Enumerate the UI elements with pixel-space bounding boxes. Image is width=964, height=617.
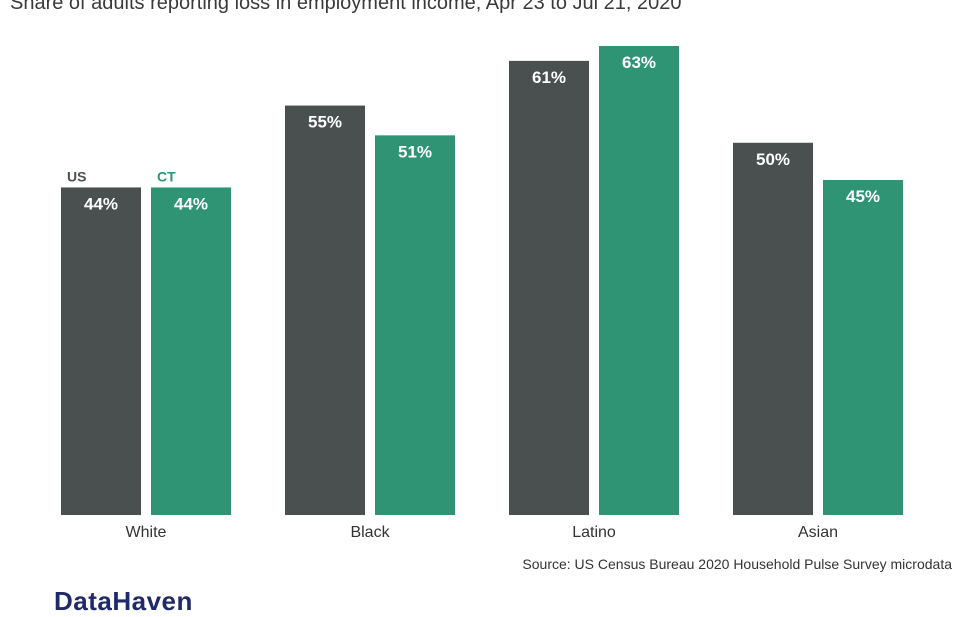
chart-subtitle: Share of adults reporting loss in employ… bbox=[10, 0, 682, 14]
source-note: Source: US Census Bureau 2020 Household … bbox=[522, 556, 952, 572]
value-label-ct-asian: 45% bbox=[846, 187, 880, 206]
value-label-us-asian: 50% bbox=[756, 150, 790, 169]
series-label-us: US bbox=[67, 168, 86, 184]
datahaven-logo: DataHaven bbox=[54, 586, 193, 616]
bar-us-white bbox=[61, 187, 141, 515]
category-label-black: Black bbox=[350, 524, 390, 541]
value-label-ct-black: 51% bbox=[398, 142, 432, 161]
category-label-asian: Asian bbox=[798, 524, 838, 541]
bar-chart: 44% US 44% CT White 55% 51% Black 61% 63% Latino 50… bbox=[61, 46, 903, 541]
bar-ct-asian bbox=[823, 180, 903, 515]
category-label-latino: Latino bbox=[572, 524, 616, 541]
bar-ct-black bbox=[375, 135, 455, 516]
value-label-us-white: 44% bbox=[84, 194, 118, 213]
value-label-ct-white: 44% bbox=[174, 194, 208, 213]
value-label-us-latino: 61% bbox=[532, 68, 566, 87]
bar-ct-white bbox=[151, 187, 231, 515]
bar-ct-latino bbox=[599, 46, 679, 515]
category-label-white: White bbox=[126, 524, 167, 541]
bar-us-latino bbox=[509, 60, 589, 516]
bar-us-black bbox=[285, 105, 365, 516]
value-label-us-black: 55% bbox=[308, 113, 342, 132]
bar-us-asian bbox=[733, 142, 813, 515]
value-label-ct-latino: 63% bbox=[622, 53, 656, 72]
series-label-ct: CT bbox=[157, 168, 176, 184]
